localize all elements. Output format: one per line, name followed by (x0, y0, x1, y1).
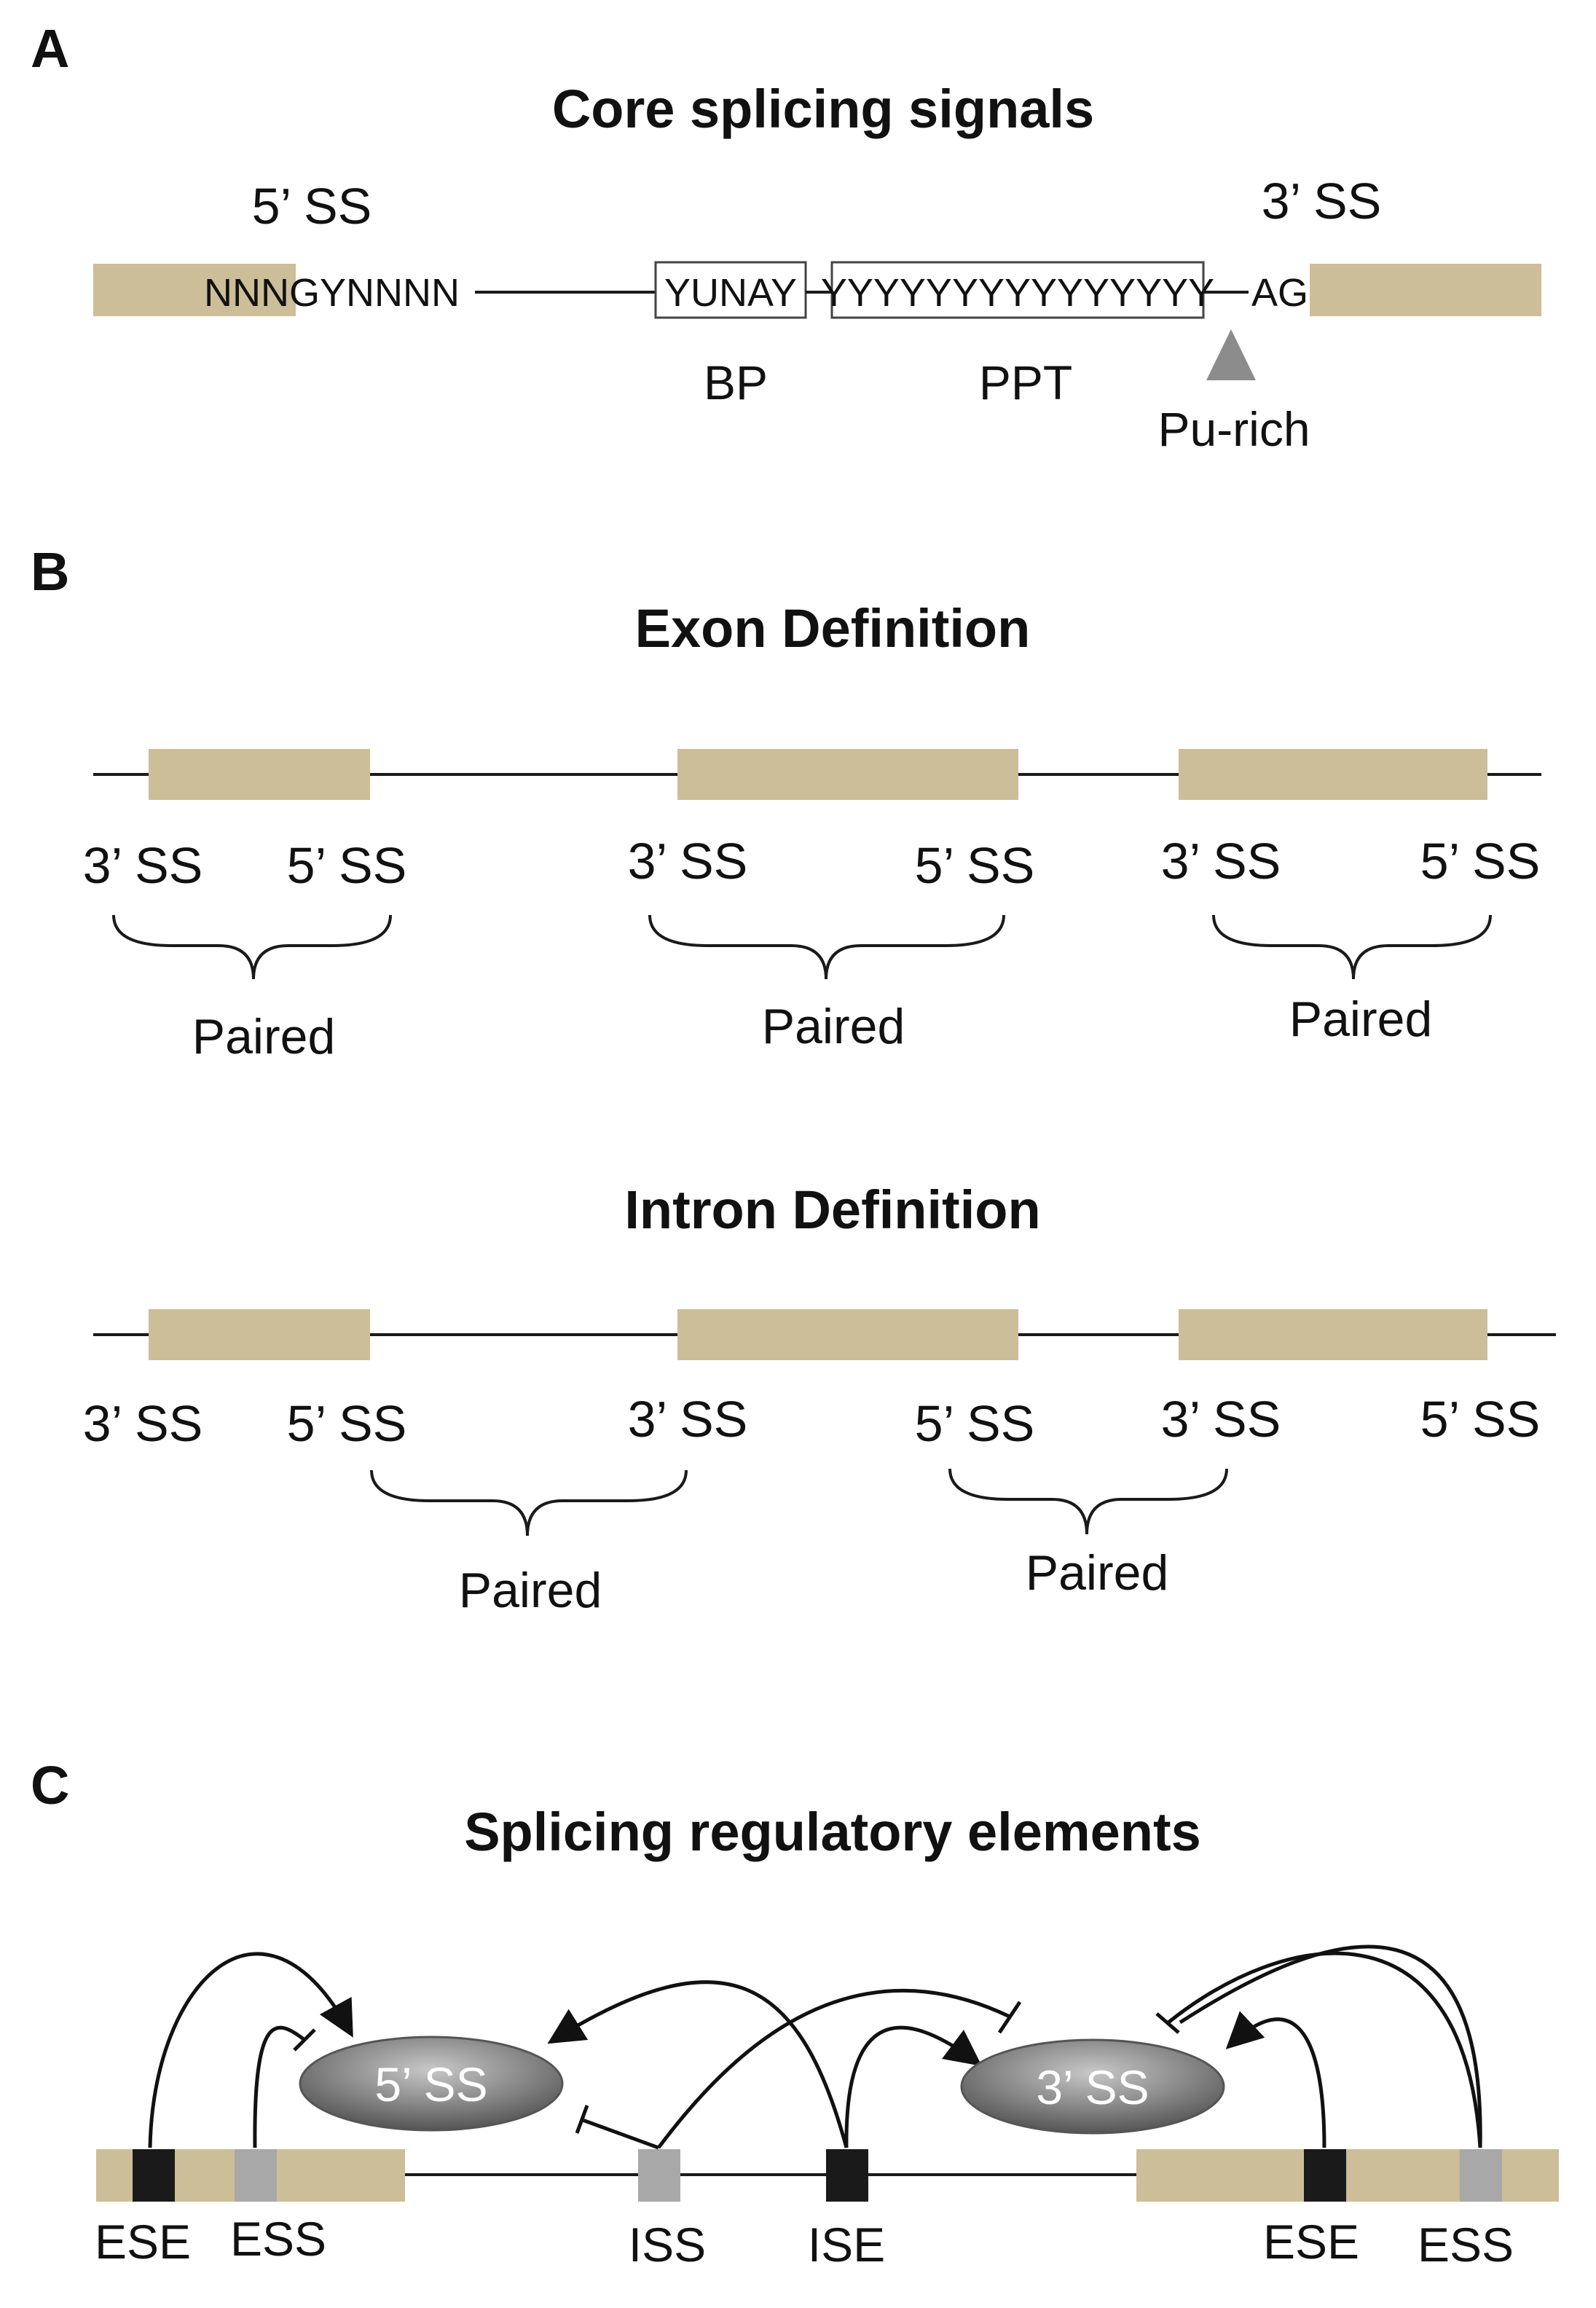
exon-block-right (1310, 264, 1541, 316)
ess-left-inhibition-bar (293, 2028, 316, 2052)
ess-right-inhibition-line (1167, 1951, 1482, 2148)
ese-right-activation-arrow (1225, 2011, 1326, 2148)
exon-def-exon-3 (1179, 749, 1487, 800)
label-iss: ISS (629, 2218, 706, 2272)
exon-block-left (93, 264, 296, 316)
ese-left-activation-arrow (148, 1952, 353, 2148)
exon-def-3ss-3: 3’ SS (1161, 833, 1281, 890)
intron-def-brace-1 (370, 1469, 688, 1536)
exon-def-5ss-1: 5’ SS (287, 837, 407, 894)
panel-a-title: Core splicing signals (552, 79, 1094, 139)
seq-5ss: NNNGYNNNN (204, 271, 460, 315)
intron-definition-title: Intron Definition (624, 1179, 1040, 1240)
intron-def-3ss-3: 3’ SS (1161, 1391, 1281, 1448)
exon-def-brace-2 (648, 914, 1005, 980)
ess-right-inhibition-bar (1155, 2012, 1180, 2034)
ss5-node-label: 5’ SS (374, 2057, 487, 2111)
exon-definition-title: Exon Definition (635, 598, 1031, 659)
intron-def-paired-1: Paired (459, 1563, 602, 1618)
ess-left-inhibition-line (253, 2025, 306, 2148)
intron-def-paired-2: Paired (1026, 1545, 1169, 1601)
intron-def-3ss-2: 3’ SS (628, 1391, 748, 1448)
ise-to-3ss-arrow (844, 2025, 983, 2148)
seq-ag: AG (1251, 271, 1308, 315)
ppt-box (830, 261, 1205, 319)
label-ess-left: ESS (230, 2212, 326, 2266)
panel-b-letter: B (31, 541, 69, 602)
panel-c-letter: C (31, 1755, 69, 1816)
label-5ss: 5’ SS (252, 178, 372, 235)
exon-def-paired-2: Paired (762, 999, 905, 1054)
intron-def-brace-2 (948, 1468, 1228, 1535)
label-bp: BP (704, 356, 768, 409)
intron-def-5ss-2: 5’ SS (915, 1395, 1035, 1452)
ese-box-left (133, 2149, 175, 2202)
panel-c: C Splicing regulatory elements 5’ SS (31, 1755, 1559, 2272)
iss-box (638, 2149, 680, 2202)
pu-rich-triangle (1206, 329, 1256, 380)
panel-a: A Core splicing signals 5’ SS 3’ SS NNNG… (31, 18, 1541, 456)
exon-def-5ss-3: 5’ SS (1420, 833, 1541, 890)
panel-b: B Exon Definition 3’ SS 5’ SS 3’ SS 5’ S… (31, 541, 1556, 1618)
ess-right-line (1179, 1944, 1482, 2148)
intron-def-5ss-1: 5’ SS (287, 1395, 407, 1452)
label-ise: ISE (808, 2218, 885, 2272)
exon-def-exon-2 (677, 749, 1018, 800)
intron-def-exon-3 (1179, 1309, 1487, 1360)
ss5-node (299, 2036, 564, 2132)
label-ess-right: ESS (1418, 2218, 1514, 2272)
ise-box (826, 2149, 868, 2202)
exon-def-5ss-2: 5’ SS (915, 837, 1035, 894)
exon-def-brace-3 (1212, 914, 1492, 980)
iss-to-5ss-inhibition-bar (575, 2105, 589, 2134)
bp-box (654, 261, 807, 319)
ess-box-left (235, 2149, 277, 2202)
intron-def-5ss-3: 5’ SS (1420, 1391, 1541, 1448)
label-ese-right: ESE (1263, 2215, 1359, 2269)
panel-c-title: Splicing regulatory elements (464, 1802, 1201, 1862)
exon-def-exon-1 (149, 749, 370, 800)
intron-def-exon-1 (149, 1309, 370, 1360)
exon-def-3ss-1: 3’ SS (83, 837, 203, 894)
exon-def-paired-1: Paired (192, 1009, 336, 1064)
label-3ss: 3’ SS (1262, 173, 1382, 229)
ess-box-right (1460, 2149, 1502, 2202)
ss3-node (960, 2038, 1225, 2135)
intron-def-exon-2 (677, 1309, 1018, 1360)
label-pu-rich: Pu-rich (1157, 402, 1310, 456)
iss-to-3ss-inhibition-line (657, 1988, 1011, 2149)
seq-ppt: YYYYYYYYYYYYYYY (821, 271, 1214, 315)
iss-to-3ss-inhibition-bar (997, 2001, 1022, 2034)
ss3-node-label: 3’ SS (1036, 2060, 1149, 2114)
exon-def-brace-1 (112, 914, 392, 980)
ese-box-right (1304, 2149, 1346, 2202)
exon-def-3ss-2: 3’ SS (628, 833, 748, 890)
label-ese-left: ESE (95, 2215, 191, 2269)
ise-to-5ss-arrow (547, 1980, 849, 2148)
iss-to-5ss-inhibition-line (582, 2118, 659, 2150)
panel-a-letter: A (31, 18, 69, 79)
exon-def-paired-3: Paired (1289, 992, 1433, 1047)
seq-bp: YUNAY (664, 271, 797, 315)
intron-def-3ss-1: 3’ SS (83, 1395, 203, 1452)
label-ppt: PPT (979, 356, 1072, 409)
